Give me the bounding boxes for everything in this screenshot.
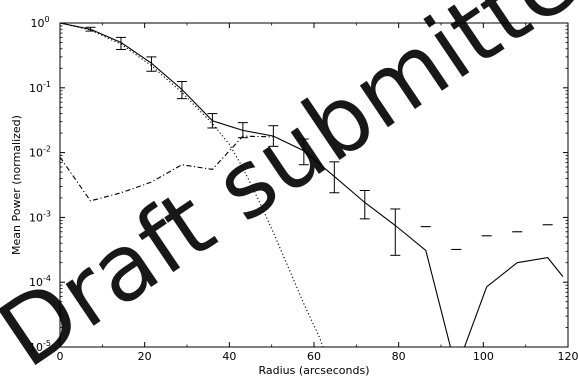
error-bar [390, 208, 401, 256]
series-line-dashdot [60, 135, 274, 202]
y-tick-base: 10 [29, 147, 43, 160]
error-bar-layer [85, 26, 401, 256]
plot-background [60, 23, 568, 347]
x-axis-label: Radius (arcseconds) [259, 364, 370, 377]
y-tick-exponent: -1 [43, 80, 51, 89]
plot-area [60, 23, 568, 347]
y-tick-base: 10 [30, 17, 44, 30]
x-tick-label: 60 [307, 350, 321, 363]
error-bar [176, 81, 187, 100]
y-tick-label: 10-4 [29, 274, 51, 289]
error-bar [146, 56, 157, 72]
y-tick-label: 100 [30, 15, 49, 30]
upper-limit-layer [420, 224, 553, 251]
y-tick-label: 10-2 [29, 145, 51, 160]
error-bar [329, 161, 340, 194]
x-tick-label: 20 [138, 350, 152, 363]
x-tick-label: 0 [57, 350, 64, 363]
y-tick-exponent: 0 [44, 15, 49, 24]
y-tick-base: 10 [29, 82, 43, 95]
x-tick-label: 80 [392, 350, 406, 363]
y-tick-label: 10-5 [29, 339, 51, 354]
x-tick-label: 40 [222, 350, 236, 363]
x-tick-label: 100 [473, 350, 494, 363]
y-tick-exponent: -4 [43, 274, 51, 283]
error-bar [115, 36, 126, 50]
error-bar [207, 113, 218, 129]
series-line-solid [60, 23, 564, 347]
y-tick-base: 10 [29, 211, 43, 224]
y-tick-label: 10-3 [29, 209, 51, 224]
x-axis: 0 20 40 60 80 100 120 [57, 23, 578, 363]
x-tick-label: 120 [558, 350, 578, 363]
error-bar [268, 125, 279, 147]
y-tick-exponent: -5 [43, 339, 51, 348]
series-layer [60, 23, 564, 347]
y-tick-exponent: -3 [43, 209, 51, 218]
error-bar [359, 190, 370, 220]
error-bar [237, 122, 248, 139]
y-tick-base: 10 [29, 341, 43, 354]
y-tick-base: 10 [29, 276, 43, 289]
error-bar [85, 26, 96, 32]
y-axis-label: Mean Power (normalized) [10, 115, 23, 255]
y-tick-exponent: -2 [43, 145, 51, 154]
error-bar [298, 138, 309, 166]
y-tick-label: 10-1 [29, 80, 51, 95]
